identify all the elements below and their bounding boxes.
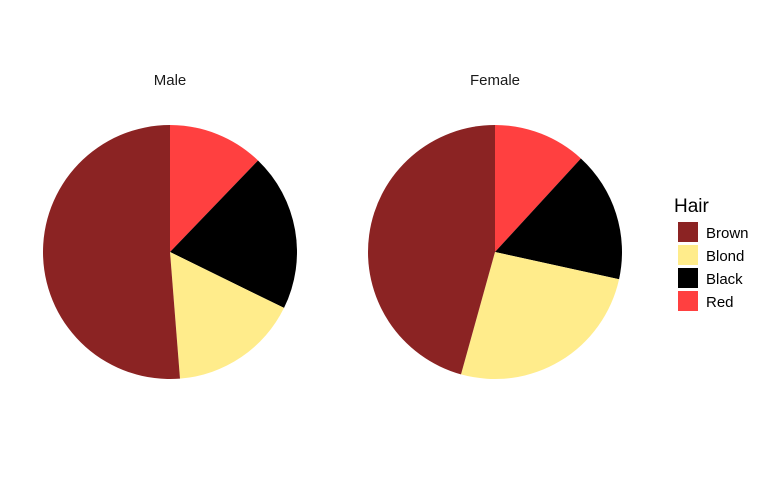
legend-label-red: Red [706, 294, 734, 311]
pie-slice-male-black [170, 160, 298, 308]
pie-slice-female-blond [461, 252, 620, 379]
pie-slice-male-brown [42, 125, 180, 379]
legend-key-brown [678, 222, 698, 242]
pie-slice-female-black [495, 158, 623, 280]
pie-slice-female-brown [367, 125, 495, 375]
pie-slice-female-red [495, 125, 581, 252]
legend-label-brown: Brown [706, 225, 749, 242]
panel-title-female: Female [470, 72, 520, 89]
pie-slice-male-blond [170, 252, 285, 379]
legend-title: Hair [674, 196, 710, 217]
pie-slice-male-red [170, 125, 259, 252]
legend-key-red [678, 291, 698, 311]
legend-key-blond [678, 245, 698, 265]
legend-label-black: Black [706, 271, 743, 288]
legend-label-blond: Blond [706, 248, 744, 265]
panel-title-male: Male [154, 72, 187, 89]
legend-key-black [678, 268, 698, 288]
